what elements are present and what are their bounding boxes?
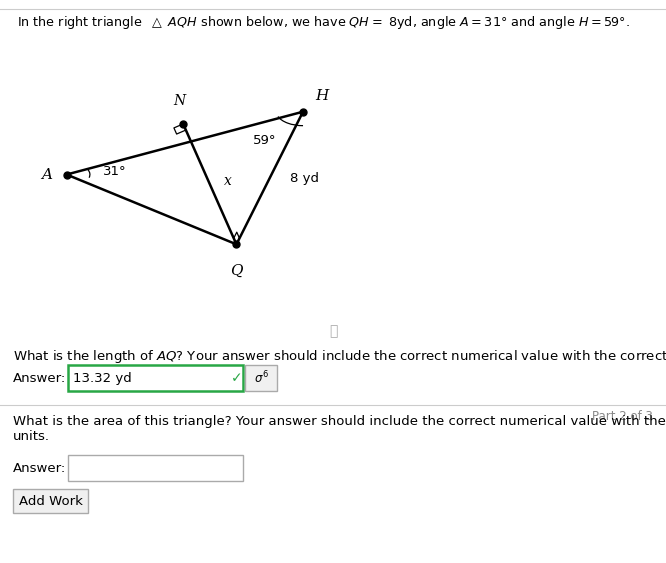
Text: Answer:: Answer: bbox=[13, 462, 66, 475]
Text: 8 yd: 8 yd bbox=[290, 172, 319, 185]
Bar bbox=[245, 365, 277, 391]
Text: Q: Q bbox=[230, 263, 242, 278]
Text: 13.32 yd: 13.32 yd bbox=[73, 372, 132, 385]
Text: A: A bbox=[41, 168, 52, 181]
Text: In the right triangle  $\triangle$ $AQH$ shown below, we have $QH = $ 8yd, angle: In the right triangle $\triangle$ $AQH$ … bbox=[17, 14, 629, 31]
Text: 59°: 59° bbox=[253, 135, 276, 148]
Text: $\sigma^6$: $\sigma^6$ bbox=[254, 370, 268, 387]
Bar bbox=[13, 489, 88, 513]
Text: What is the length of $AQ$? Your answer should include the correct numerical val: What is the length of $AQ$? Your answer … bbox=[13, 348, 666, 365]
Text: Add Work: Add Work bbox=[19, 495, 83, 508]
Text: N: N bbox=[174, 94, 186, 108]
Bar bbox=[68, 455, 243, 481]
Text: ✓: ✓ bbox=[231, 372, 243, 385]
Text: Part 2 of 3: Part 2 of 3 bbox=[592, 410, 653, 423]
Text: What is the area of this triangle? Your answer should include the correct numeri: What is the area of this triangle? Your … bbox=[13, 415, 666, 443]
Text: x: x bbox=[224, 173, 232, 187]
Text: Answer:: Answer: bbox=[13, 372, 66, 385]
Text: 🔍: 🔍 bbox=[329, 325, 337, 338]
Bar bbox=[68, 365, 243, 391]
Text: 31°: 31° bbox=[103, 165, 127, 178]
Text: H: H bbox=[315, 89, 328, 103]
